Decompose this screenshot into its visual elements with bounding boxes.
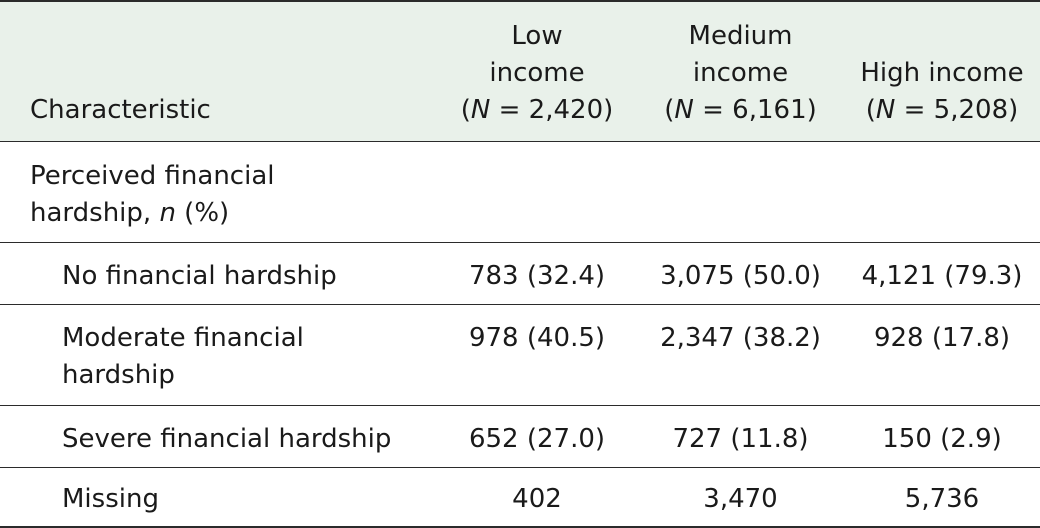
table-header: Characteristic Low income (N = 2,420) Me… [0,0,1040,142]
section-row-financial-hardship: Perceived financial hardship, n (%) [0,141,1040,243]
cell-low-income: 978 (40.5) [437,304,637,406]
header-low-line1: Low [511,20,563,51]
header-medium-income: Medium income (N = 6,161) [637,0,844,142]
header-high-income: High income (N = 5,208) [844,0,1040,142]
header-high-line1: High income [860,57,1024,88]
cell-medium-income: 727 (11.8) [637,405,844,468]
cell-medium-income: 2,347 (38.2) [637,304,844,406]
cell-medium-income: 3,470 [637,467,844,528]
section-label-line2: hardship, n (%) [30,197,230,228]
row-label: Moderate financial hardship [0,304,437,406]
header-characteristic: Characteristic [0,0,437,142]
header-medium-line1: Medium [688,20,793,51]
header-high-n: (N = 5,208) [865,94,1019,125]
cell-low-income: 783 (32.4) [437,242,637,305]
row-label: Missing [0,467,437,528]
row-label-line2: hardship [62,359,175,390]
table-row: Severe financial hardship 652 (27.0) 727… [0,405,1040,468]
header-characteristic-label: Characteristic [30,94,211,125]
cell-high-income: 4,121 (79.3) [844,242,1040,305]
section-empty-cell [437,141,637,243]
cell-high-income: 150 (2.9) [844,405,1040,468]
cell-low-income: 652 (27.0) [437,405,637,468]
row-label: Severe financial hardship [0,405,437,468]
cell-high-income: 5,736 [844,467,1040,528]
section-empty-cell [637,141,844,243]
row-label-line1: Moderate financial [62,322,304,353]
section-label: Perceived financial hardship, n (%) [0,141,437,243]
header-medium-n: (N = 6,161) [664,94,817,125]
header-low-line2: income [489,57,585,88]
header-medium-line2: income [692,57,789,88]
cell-high-income: 928 (17.8) [844,304,1040,406]
cell-low-income: 402 [437,467,637,528]
section-empty-cell [844,141,1040,243]
table-row: Missing 402 3,470 5,736 [0,467,1040,528]
table-body: Perceived financial hardship, n (%) No f… [0,141,1040,528]
section-label-line1: Perceived financial [30,160,275,191]
header-low-income: Low income (N = 2,420) [437,0,637,142]
table-row: Moderate financial hardship 978 (40.5) 2… [0,304,1040,406]
header-low-n: (N = 2,420) [460,94,614,125]
cell-medium-income: 3,075 (50.0) [637,242,844,305]
header-row: Characteristic Low income (N = 2,420) Me… [0,0,1040,142]
table-row: No financial hardship 783 (32.4) 3,075 (… [0,242,1040,305]
row-label: No financial hardship [0,242,437,305]
